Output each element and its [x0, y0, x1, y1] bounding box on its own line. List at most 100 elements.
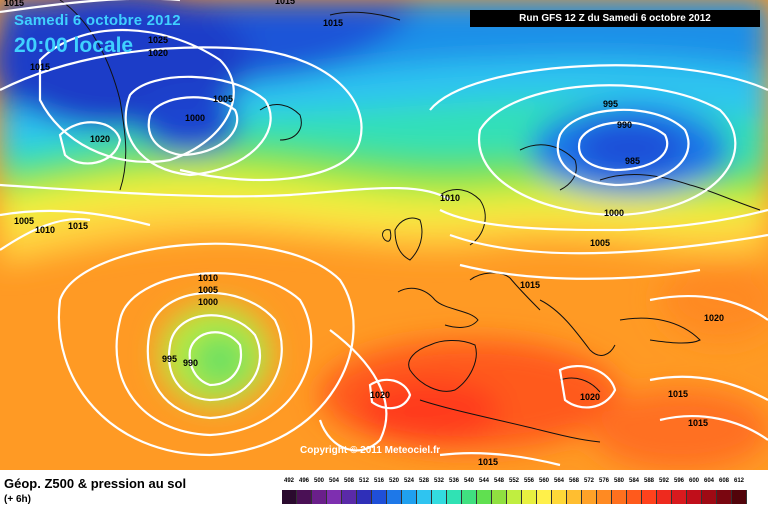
isobar-label: 1010 [198, 273, 218, 283]
geopotential-field [0, 0, 768, 470]
run-info-banner: Run GFS 12 Z du Samedi 6 octobre 2012 [470, 10, 760, 27]
scale-value: 508 [343, 478, 355, 484]
isobar-label: 1010 [440, 193, 460, 203]
scale-swatch [312, 490, 327, 504]
isobar-label: 1020 [580, 392, 600, 402]
isobar-label: 1010 [35, 225, 55, 235]
scale-swatch [642, 490, 657, 504]
isobar-label: 1005 [198, 285, 218, 295]
scale-swatch [537, 490, 552, 504]
scale-value: 532 [433, 478, 445, 484]
scale-swatch [522, 490, 537, 504]
isobar-label: 1005 [590, 238, 610, 248]
scale-value: 564 [553, 478, 565, 484]
isobar-label: 1020 [704, 313, 724, 323]
scale-swatch [567, 490, 582, 504]
isobar-label: 1025 [148, 35, 168, 45]
isobar-label: 1015 [30, 62, 50, 72]
isobar-label: 1015 [68, 221, 88, 231]
scale-swatch [627, 490, 642, 504]
isobar-label: 1020 [148, 48, 168, 58]
legend-title: Géop. Z500 & pression au sol [4, 476, 187, 491]
scale-swatch [282, 490, 297, 504]
scale-swatch [327, 490, 342, 504]
isobar-label: 1005 [14, 216, 34, 226]
scale-swatch [477, 490, 492, 504]
isobar-label: 985 [625, 156, 640, 166]
scale-swatch [687, 490, 702, 504]
scale-swatch [432, 490, 447, 504]
scale-swatch [462, 490, 477, 504]
color-scale: 492 496 500 504 508 512 516 520 524 528 532 536 540 5… [282, 478, 752, 508]
scale-value: 588 [643, 478, 655, 484]
isobar-labels: 1015 1015 1025 1020 1015 1005 1000 1020 … [4, 0, 724, 467]
scale-value: 608 [718, 478, 730, 484]
date-title: Samedi 6 octobre 2012 [14, 12, 181, 29]
scale-value: 556 [523, 478, 535, 484]
scale-value: 536 [448, 478, 460, 484]
scale-value: 572 [583, 478, 595, 484]
scale-swatch [672, 490, 687, 504]
scale-value: 500 [313, 478, 325, 484]
scale-swatch [357, 490, 372, 504]
legend-subtitle: (+ 6h) [4, 494, 31, 505]
isobar-label: 1015 [668, 389, 688, 399]
scale-swatch [447, 490, 462, 504]
isobar-label: 1000 [198, 297, 218, 307]
isobar-label: 995 [603, 99, 618, 109]
scale-swatch [732, 490, 747, 504]
scale-value: 596 [673, 478, 685, 484]
isobar-label: 1015 [275, 0, 295, 6]
scale-value: 548 [493, 478, 505, 484]
legend-footer: Géop. Z500 & pression au sol (+ 6h) 492 4… [0, 470, 768, 512]
scale-value: 520 [388, 478, 400, 484]
scale-swatch [402, 490, 417, 504]
scale-value: 568 [568, 478, 580, 484]
scale-value: 604 [703, 478, 715, 484]
scale-swatch [552, 490, 567, 504]
scale-swatch [612, 490, 627, 504]
scale-swatch [342, 490, 357, 504]
isobars [0, 0, 768, 467]
scale-value: 584 [628, 478, 640, 484]
isobar-label: 1015 [520, 280, 540, 290]
scale-value: 504 [328, 478, 340, 484]
scale-swatch [657, 490, 672, 504]
color-scale-bar [282, 490, 747, 504]
scale-value: 600 [688, 478, 700, 484]
scale-value: 512 [358, 478, 370, 484]
scale-swatch [387, 490, 402, 504]
scale-value: 592 [658, 478, 670, 484]
scale-value: 516 [373, 478, 385, 484]
isobar-label: 1005 [213, 94, 233, 104]
isobar-label: 1015 [478, 457, 498, 467]
scale-swatch [492, 490, 507, 504]
scale-value: 612 [733, 478, 745, 484]
scale-value: 576 [598, 478, 610, 484]
scale-value: 524 [403, 478, 415, 484]
isobar-label: 1020 [370, 390, 390, 400]
scale-value: 540 [463, 478, 475, 484]
scale-swatch [417, 490, 432, 504]
scale-value: 528 [418, 478, 430, 484]
scale-value: 580 [613, 478, 625, 484]
color-scale-labels: 492 496 500 504 508 512 516 520 524 528 532 536 540 5… [282, 478, 752, 490]
isobar-label: 990 [183, 358, 198, 368]
isobar-label: 990 [617, 120, 632, 130]
scale-value: 560 [538, 478, 550, 484]
scale-swatch [717, 490, 732, 504]
scale-value: 544 [478, 478, 490, 484]
isobar-label: 1015 [4, 0, 24, 8]
isobar-label: 995 [162, 354, 177, 364]
weather-map: 1015 1015 1025 1020 1015 1005 1000 1020 … [0, 0, 768, 470]
time-title: 20:00 locale [14, 34, 134, 57]
copyright-notice: Copyright © 2011 Meteociel.fr [300, 445, 441, 456]
scale-value: 552 [508, 478, 520, 484]
isobar-label: 1000 [604, 208, 624, 218]
isobar-label: 1020 [90, 134, 110, 144]
scale-swatch [582, 490, 597, 504]
map-canvas: 1015 1015 1025 1020 1015 1005 1000 1020 … [0, 0, 768, 470]
isobar-label: 1015 [688, 418, 708, 428]
isobar-label: 1000 [185, 113, 205, 123]
scale-value: 496 [298, 478, 310, 484]
